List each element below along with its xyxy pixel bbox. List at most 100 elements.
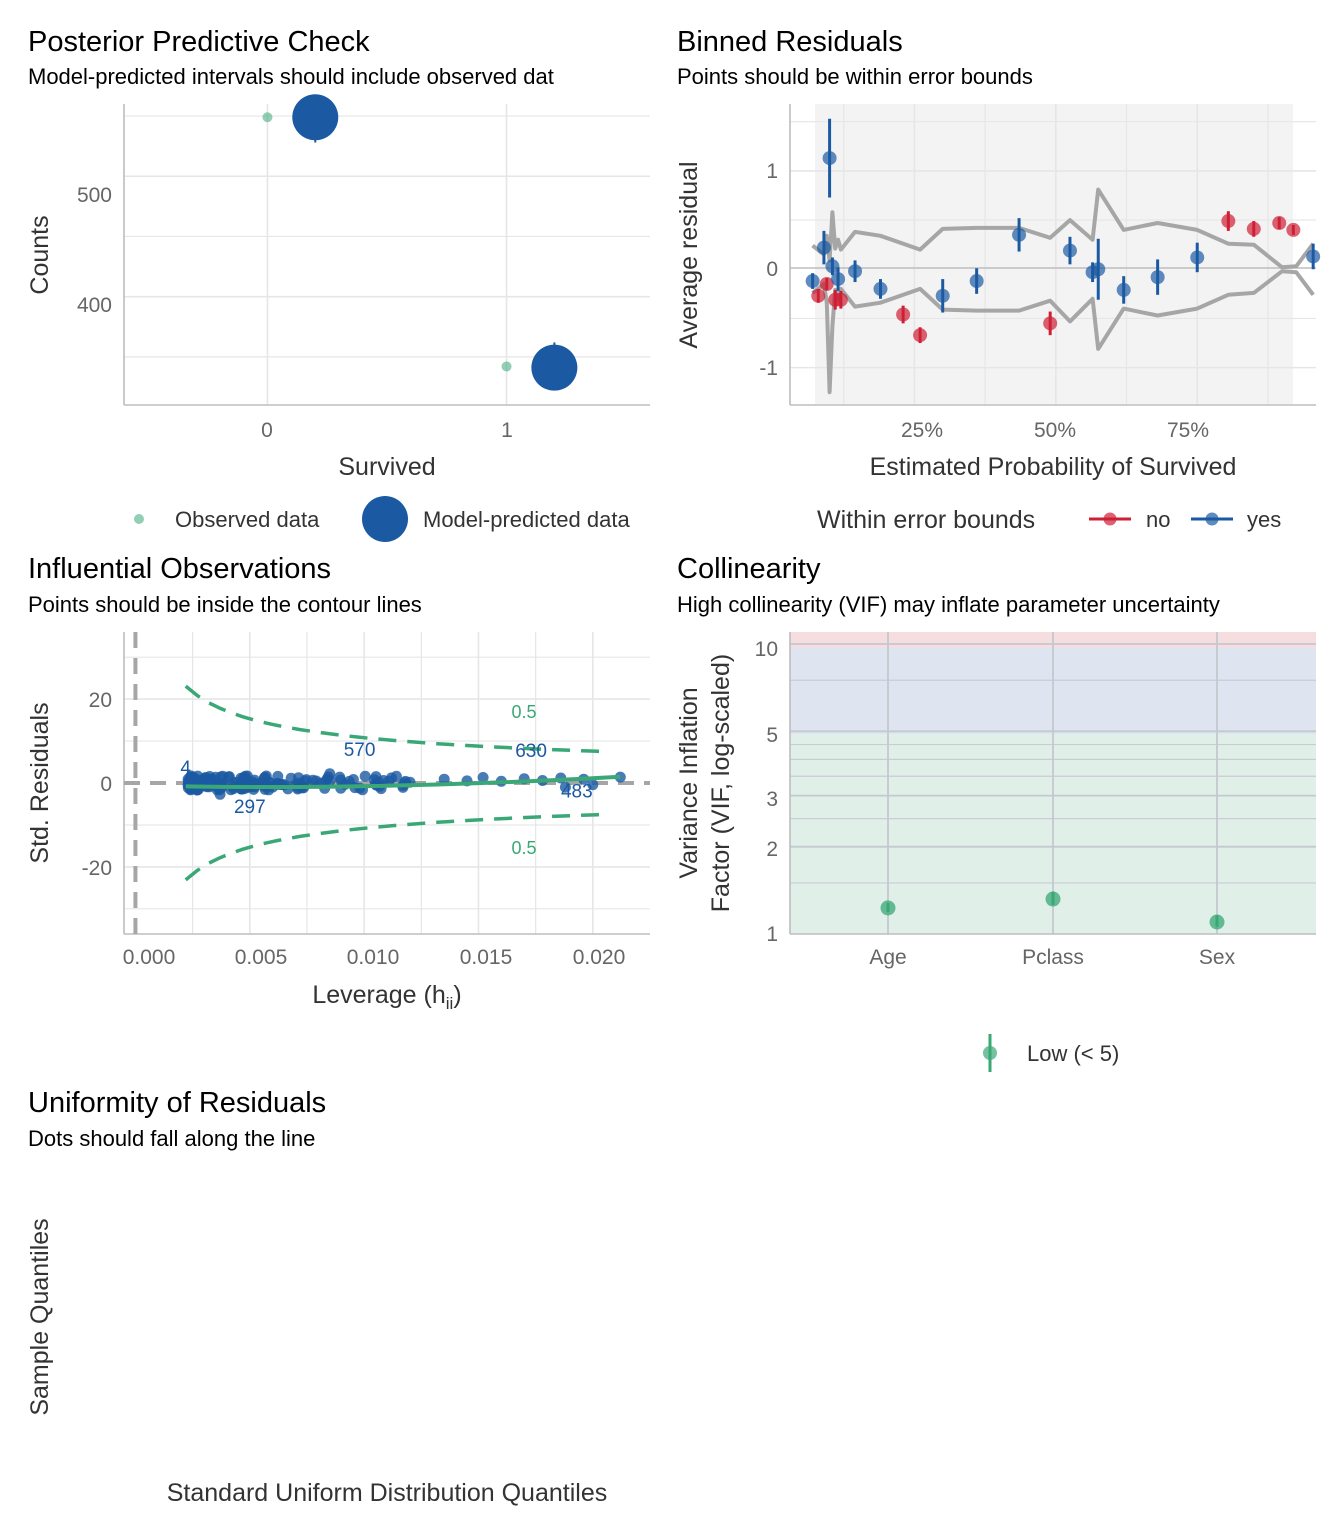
uniform-title: Uniformity of Residuals <box>28 1087 326 1119</box>
legend-label-low: Low (< 5) <box>1027 1041 1119 1066</box>
observed-point <box>262 112 273 123</box>
vif-ytick-2: 2 <box>766 838 778 861</box>
binned-point <box>1012 227 1027 242</box>
ppc-ytick-400: 400 <box>77 294 112 317</box>
binned-marks <box>805 118 1321 395</box>
ppc-x-label: Survived <box>338 453 435 481</box>
binned-point <box>805 274 820 289</box>
binned-ytick-neg1: -1 <box>759 357 778 380</box>
binned-point <box>811 288 826 303</box>
observation-point <box>335 774 347 786</box>
ppc-subtitle: Model-predicted intervals should include… <box>28 64 554 89</box>
influence-subtitle: Points should be inside the contour line… <box>28 592 422 617</box>
observation-point <box>214 788 226 800</box>
binned-ytick-0: 0 <box>766 258 778 281</box>
vif-point <box>1045 891 1061 907</box>
uniform-x-label: Standard Uniform Distribution Quantiles <box>167 1479 607 1507</box>
binned-point <box>831 272 846 287</box>
predicted-point <box>292 94 339 141</box>
binned-ytick-1: 1 <box>766 160 778 183</box>
influence-title: Influential Observations <box>28 553 331 585</box>
observation-label: 4 <box>180 758 191 779</box>
observation-label: 570 <box>344 740 376 761</box>
binned-panel: Binned Residuals Points should be within… <box>675 26 1321 534</box>
observation-point <box>217 770 229 782</box>
influence-y-label: Std. Residuals <box>26 702 54 863</box>
observation-point <box>359 770 371 782</box>
binned-point <box>848 264 863 279</box>
upper-error-bound <box>811 187 1315 270</box>
vif-title: Collinearity <box>677 553 821 585</box>
binned-point <box>896 307 911 322</box>
binned-point <box>819 277 834 292</box>
vif-xtick-age: Age <box>869 946 906 969</box>
binned-point <box>1221 214 1236 229</box>
binned-point <box>833 292 848 307</box>
observation-point <box>559 781 571 793</box>
binned-point <box>816 240 831 255</box>
influence-point-labels: 4 570 630 297 483 <box>180 740 592 818</box>
legend-key-yes <box>1205 512 1219 526</box>
infl-xtick-0: 0.000 <box>123 946 176 969</box>
ppc-gridlines <box>124 104 650 405</box>
vif-xtick-sex: Sex <box>1199 946 1236 969</box>
binned-xtick-25: 25% <box>901 419 943 442</box>
binned-title: Binned Residuals <box>677 26 903 58</box>
infl-ytick-20: 20 <box>89 689 112 712</box>
observation-label: 483 <box>561 781 593 802</box>
vif-legend: Low (< 5) <box>983 1034 1119 1072</box>
binned-xtick-50: 50% <box>1034 419 1076 442</box>
binned-point <box>1286 222 1301 237</box>
uniform-panel: Uniformity of Residuals Dots should fall… <box>26 1087 607 1507</box>
binned-point <box>1116 282 1131 297</box>
ppc-marks <box>262 94 578 391</box>
vif-ytick-5: 5 <box>766 724 778 747</box>
legend-label-yes: yes <box>1247 507 1281 532</box>
predicted-point <box>531 344 578 391</box>
observation-label: 630 <box>515 741 547 762</box>
binned-point <box>1190 250 1205 265</box>
infl-ytick-neg20: -20 <box>82 857 112 880</box>
ppc-title: Posterior Predictive Check <box>28 26 370 58</box>
vif-point <box>1209 914 1225 930</box>
observation-point <box>587 779 599 791</box>
legend-key-low <box>983 1046 997 1060</box>
binned-range-band <box>815 104 1293 404</box>
binned-legend: Within error bounds no yes <box>817 506 1281 534</box>
legend-key-observed <box>134 514 144 524</box>
vif-gridlines <box>790 632 1316 934</box>
influence-marks <box>124 632 650 934</box>
binned-point <box>1043 316 1058 331</box>
binned-xtick-75: 75% <box>1167 419 1209 442</box>
observation-point <box>438 773 450 785</box>
vif-subtitle: High collinearity (VIF) may inflate para… <box>677 592 1220 617</box>
vif-panel: Collinearity High collinearity (VIF) may… <box>675 553 1316 1072</box>
binned-y-label: Average residual <box>675 161 703 348</box>
observation-point <box>272 770 284 782</box>
infl-xtick-015: 0.015 <box>460 946 513 969</box>
ppc-xtick-1: 1 <box>501 419 513 442</box>
vif-y-label-line1: Variance Inflation <box>675 687 703 878</box>
vif-ytick-3: 3 <box>766 788 778 811</box>
ppc-panel: Posterior Predictive Check Model-predict… <box>26 26 650 542</box>
observation-label: 297 <box>234 797 266 818</box>
legend-key-predicted <box>362 496 408 542</box>
binned-point <box>825 259 840 274</box>
observation-point <box>324 768 336 780</box>
infl-ytick-0: 0 <box>100 773 112 796</box>
infl-xtick-010: 0.010 <box>347 946 400 969</box>
legend-label-observed: Observed data <box>175 507 320 532</box>
ppc-legend: Observed data Model-predicted data <box>134 496 630 542</box>
legend-key-no <box>1103 512 1117 526</box>
binned-point <box>913 328 928 343</box>
binned-x-label: Estimated Probability of Survived <box>870 453 1237 481</box>
vif-marks <box>880 891 1225 930</box>
binned-point <box>1150 270 1165 285</box>
uniform-subtitle: Dots should fall along the line <box>28 1126 315 1151</box>
influence-panel: Influential Observations Points should b… <box>26 553 650 1013</box>
legend-label-predicted: Model-predicted data <box>423 507 630 532</box>
vif-point <box>880 900 896 916</box>
binned-point <box>935 288 950 303</box>
binned-point <box>1306 249 1321 264</box>
legend-label-no: no <box>1146 507 1170 532</box>
